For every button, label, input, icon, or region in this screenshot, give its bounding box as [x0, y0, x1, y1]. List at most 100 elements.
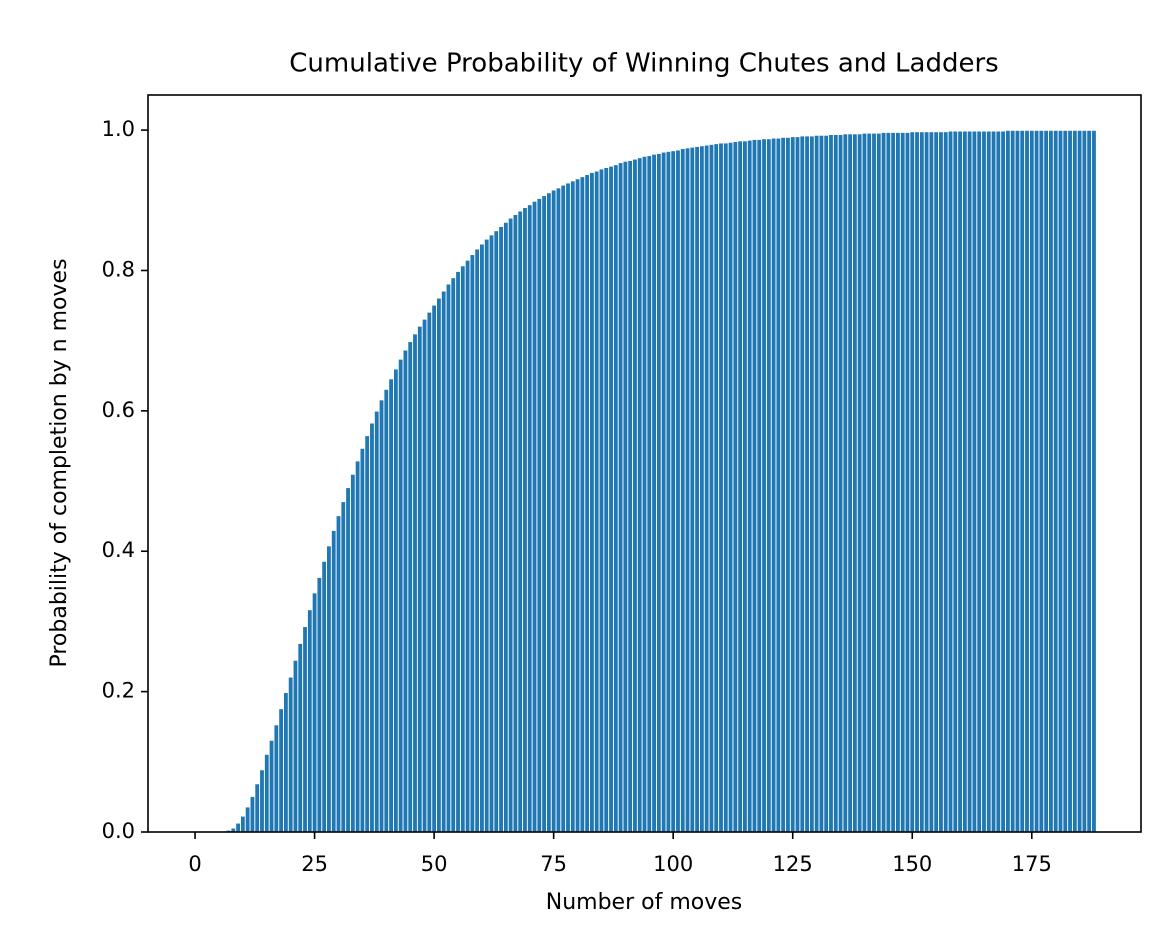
- bar: [652, 154, 656, 832]
- bar: [240, 816, 245, 832]
- bar: [762, 139, 766, 833]
- x-tick-label: 75: [540, 852, 567, 876]
- bar: [484, 239, 489, 832]
- bar: [460, 266, 465, 832]
- bar: [532, 201, 537, 833]
- bar: [1072, 130, 1077, 833]
- bar: [872, 133, 876, 833]
- bar: [480, 244, 484, 832]
- bar: [456, 271, 460, 832]
- bar: [475, 249, 480, 832]
- bar: [570, 181, 575, 832]
- bar: [585, 175, 590, 832]
- bar: [786, 137, 790, 833]
- bar: [833, 135, 838, 833]
- bar: [996, 131, 1001, 833]
- bar: [470, 255, 475, 832]
- bar: [633, 159, 637, 832]
- bar: [1063, 130, 1068, 833]
- bar: [623, 161, 628, 832]
- bar: [561, 185, 566, 832]
- bar: [279, 709, 284, 832]
- bar: [609, 166, 613, 832]
- y-tick-label: 0.0: [102, 819, 135, 843]
- y-tick-label: 0.4: [102, 538, 135, 562]
- bar: [360, 448, 365, 832]
- bar: [245, 807, 250, 832]
- bar: [676, 150, 680, 833]
- bar: [604, 167, 609, 832]
- bar: [527, 205, 532, 833]
- bar: [327, 546, 331, 832]
- bar: [393, 369, 398, 832]
- bar: [589, 172, 594, 832]
- x-axis-label: Number of moves: [546, 890, 742, 915]
- bar: [269, 740, 274, 832]
- bar: [408, 342, 413, 832]
- bar: [312, 593, 317, 832]
- bar: [704, 145, 709, 833]
- bar: [599, 169, 604, 832]
- bar: [962, 131, 967, 833]
- y-tick-label: 1.0: [102, 117, 135, 141]
- bar: [642, 156, 647, 832]
- bar: [647, 156, 652, 832]
- bar: [288, 677, 293, 832]
- bar: [728, 142, 733, 833]
- bar: [551, 190, 556, 832]
- bar: [795, 137, 800, 833]
- bar: [1034, 130, 1039, 833]
- bar: [972, 131, 977, 833]
- bar: [661, 152, 666, 833]
- x-tick-label: 100: [653, 852, 693, 876]
- bar: [1020, 130, 1025, 833]
- bar: [991, 131, 996, 833]
- bar: [862, 133, 867, 833]
- bar: [422, 319, 427, 833]
- bar: [800, 136, 805, 833]
- bar: [857, 134, 862, 833]
- bar: [747, 140, 752, 833]
- bar: [896, 132, 900, 833]
- bar: [489, 235, 494, 832]
- bar: [919, 132, 924, 833]
- bar: [1068, 130, 1072, 833]
- bar: [776, 138, 781, 833]
- bar: [499, 226, 503, 832]
- bar: [389, 379, 393, 832]
- bar: [738, 141, 743, 833]
- bar: [427, 312, 432, 833]
- x-tick-label: 25: [301, 852, 328, 876]
- y-axis-label: Probability of completion by n moves: [47, 258, 72, 667]
- bar: [843, 134, 848, 833]
- bar: [1015, 130, 1020, 833]
- bar: [298, 643, 303, 832]
- bar: [867, 133, 872, 833]
- bar: [580, 177, 585, 832]
- bar: [556, 188, 561, 832]
- bar: [685, 148, 690, 833]
- bar: [824, 135, 829, 833]
- bar: [690, 147, 695, 833]
- bar: [384, 389, 389, 832]
- bar: [771, 138, 776, 833]
- x-tick-label: 50: [421, 852, 448, 876]
- bar: [303, 627, 307, 832]
- bar: [714, 144, 719, 833]
- bar: [948, 131, 953, 833]
- bar: [709, 144, 714, 833]
- bar: [546, 193, 551, 832]
- y-tick-label: 0.2: [102, 679, 135, 703]
- bar: [852, 134, 857, 833]
- bar: [1029, 130, 1034, 833]
- bar: [365, 436, 370, 832]
- bar: [891, 132, 896, 833]
- x-tick-label: 0: [188, 852, 201, 876]
- bar: [331, 530, 336, 832]
- bar: [293, 660, 298, 832]
- bar: [939, 132, 943, 833]
- bar: [264, 754, 269, 832]
- bar: [637, 158, 642, 832]
- bar: [876, 133, 881, 833]
- bar: [451, 278, 456, 832]
